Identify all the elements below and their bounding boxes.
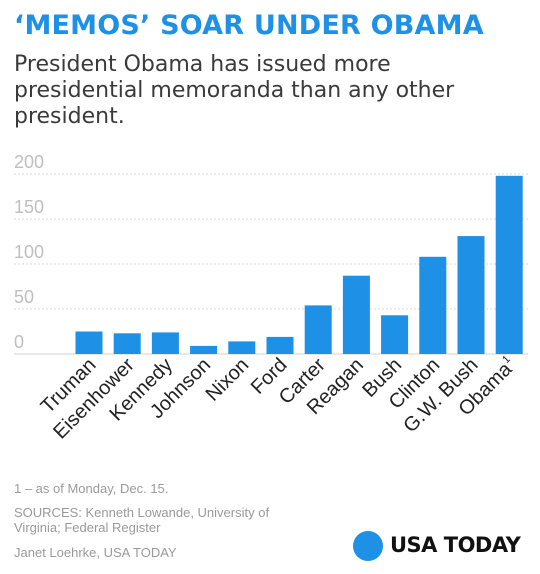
y-tick-label: 100: [14, 242, 44, 262]
bar-truman: [75, 331, 103, 354]
bar-g-w-bush: [457, 236, 485, 354]
bar-chart: 050100150200TrumanEisenhowerKennedyJohns…: [14, 152, 528, 443]
sources-note: SOURCES: Kenneth Lowande, University of …: [14, 505, 270, 535]
bar-eisenhower: [113, 333, 141, 354]
logo-text: USA TODAY: [390, 533, 521, 557]
logo-dot-icon: [353, 531, 383, 561]
bar-bush: [381, 315, 409, 354]
credit-line: Janet Loehrke, USA TODAY: [14, 545, 177, 560]
y-tick-label: 50: [14, 287, 34, 307]
footnote-marker: 1: [500, 353, 513, 366]
bar-carter: [304, 305, 332, 354]
y-tick-label: 0: [14, 332, 24, 352]
bar-obama: [495, 175, 523, 354]
y-tick-label: 150: [14, 197, 44, 217]
bar-reagan: [342, 275, 370, 354]
bar-johnson: [190, 345, 218, 354]
bar-clinton: [419, 256, 447, 354]
x-tick-label: Nixon: [202, 354, 254, 406]
chart-title: ‘MEMOS’ SOAR UNDER OBAMA: [14, 10, 484, 41]
bar-nixon: [228, 341, 256, 354]
footnote: 1 – as of Monday, Dec. 15.: [14, 481, 169, 496]
bar-kennedy: [151, 332, 179, 354]
usa-today-logo: USA TODAY: [353, 530, 528, 562]
y-tick-label: 200: [14, 152, 44, 172]
chart-subtitle: President Obama has issued more presiden…: [14, 52, 455, 129]
bar-ford: [266, 336, 294, 354]
